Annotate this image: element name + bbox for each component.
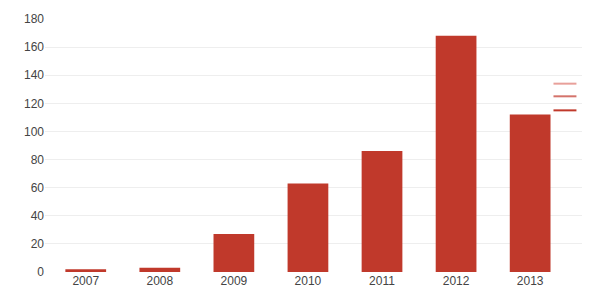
svg-text:2013: 2013 xyxy=(517,274,544,288)
svg-text:2009: 2009 xyxy=(221,274,248,288)
svg-text:20: 20 xyxy=(31,237,45,251)
svg-text:2008: 2008 xyxy=(146,274,173,288)
svg-text:140: 140 xyxy=(24,68,44,82)
svg-text:2011: 2011 xyxy=(369,274,395,288)
svg-text:160: 160 xyxy=(24,40,44,54)
svg-text:100: 100 xyxy=(24,125,44,139)
svg-text:2012: 2012 xyxy=(443,274,470,288)
svg-text:180: 180 xyxy=(24,12,44,26)
svg-text:80: 80 xyxy=(31,153,45,167)
svg-text:2010: 2010 xyxy=(295,274,322,288)
svg-text:40: 40 xyxy=(31,209,45,223)
svg-text:0: 0 xyxy=(37,265,44,279)
svg-text:2007: 2007 xyxy=(72,274,99,288)
svg-text:120: 120 xyxy=(24,97,44,111)
svg-text:60: 60 xyxy=(31,181,45,195)
